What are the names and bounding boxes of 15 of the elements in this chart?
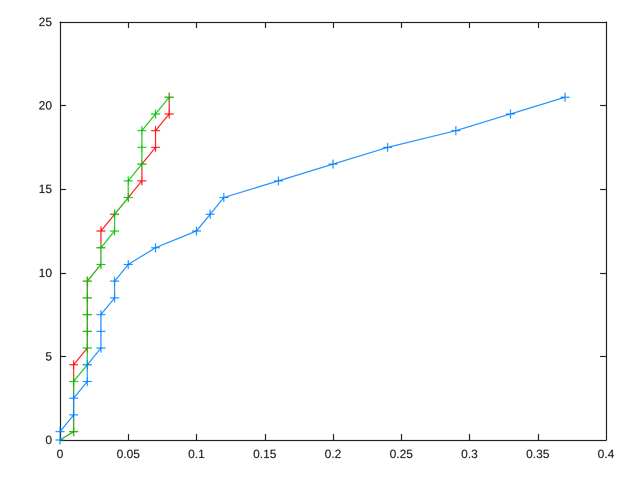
x-tick-label: 0.35 [526, 447, 550, 461]
x-tick-label: 0.25 [390, 447, 414, 461]
y-tick-label: 20 [38, 98, 52, 113]
y-tick-label: 10 [38, 266, 52, 280]
y-tick-label: 25 [38, 15, 52, 29]
x-tick-label: 0.15 [253, 447, 277, 461]
x-tick-label: 0.1 [188, 447, 206, 461]
y-tick-label: 0 [45, 433, 52, 447]
y-tick-label: 5 [45, 349, 52, 364]
x-tick-label: 0.4 [598, 447, 615, 461]
x-tick-label: 0.2 [324, 447, 342, 461]
x-tick-label: 0 [56, 447, 64, 461]
y-tick-label: 15 [38, 182, 52, 196]
x-tick-label: 0.3 [461, 447, 478, 461]
x-tick-label: 0.05 [116, 447, 140, 461]
